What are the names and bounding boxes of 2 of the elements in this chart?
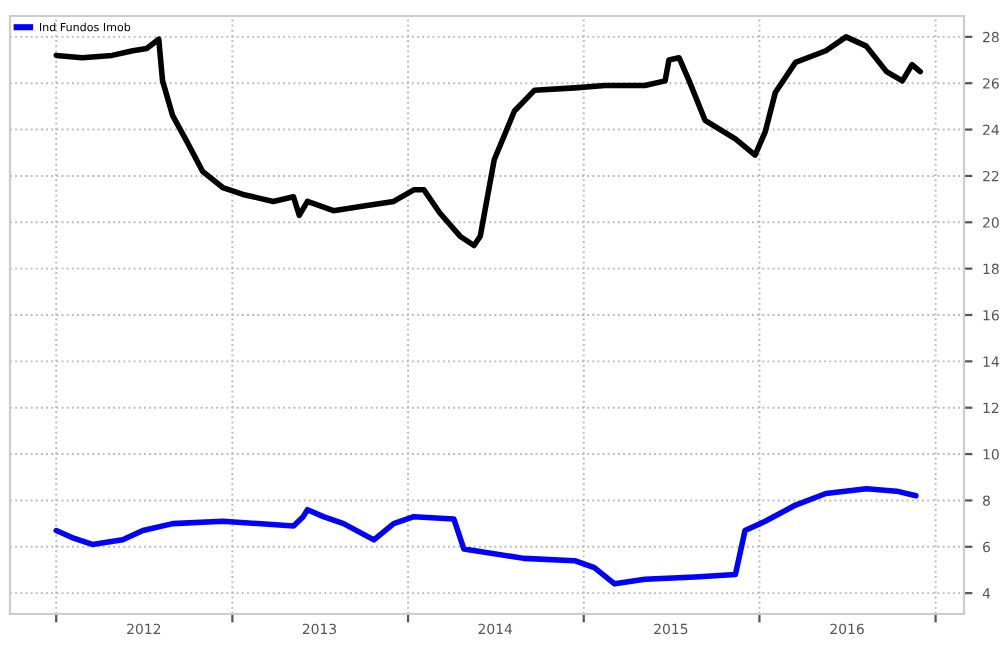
- line-series: [53, 486, 919, 587]
- line-series: [53, 34, 923, 249]
